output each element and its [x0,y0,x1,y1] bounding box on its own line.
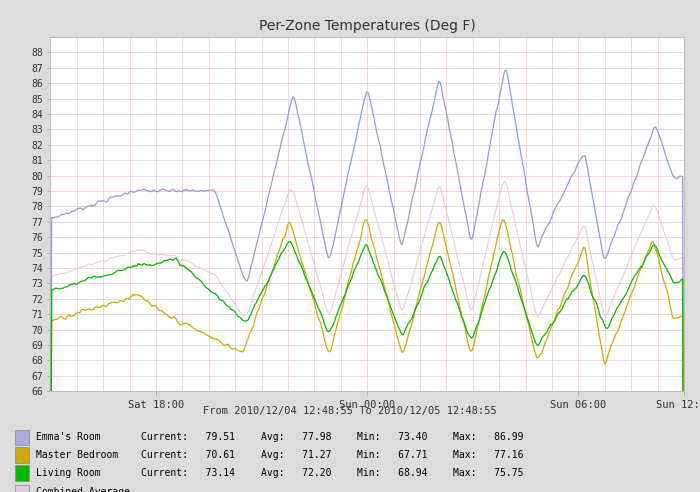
Bar [15,485,29,492]
Text: Master Bedroom: Master Bedroom [36,450,118,460]
Bar [15,465,29,481]
Text: Min:   68.94: Min: 68.94 [357,468,428,478]
Text: Current:   70.61: Current: 70.61 [141,450,235,460]
Text: Living Room: Living Room [36,468,100,478]
Text: Max:   75.75: Max: 75.75 [453,468,524,478]
Text: Max:   77.16: Max: 77.16 [453,450,524,460]
Text: Max:   86.99: Max: 86.99 [453,432,524,442]
Text: Min:   73.40: Min: 73.40 [357,432,428,442]
Bar [15,430,29,445]
Text: Current:   79.51: Current: 79.51 [141,432,235,442]
Text: Avg:   77.98: Avg: 77.98 [261,432,331,442]
Title: Per-Zone Temperatures (Deg F): Per-Zone Temperatures (Deg F) [259,19,475,33]
Text: From 2010/12/04 12:48:55 To 2010/12/05 12:48:55: From 2010/12/04 12:48:55 To 2010/12/05 1… [203,406,497,416]
Text: Current:   73.14: Current: 73.14 [141,468,235,478]
Text: Avg:   72.20: Avg: 72.20 [261,468,331,478]
Text: Avg:   71.27: Avg: 71.27 [261,450,331,460]
Bar [15,447,29,463]
Text: Emma's Room: Emma's Room [36,432,100,442]
Text: Min:   67.71: Min: 67.71 [357,450,428,460]
Text: Combined Average: Combined Average [36,487,130,492]
